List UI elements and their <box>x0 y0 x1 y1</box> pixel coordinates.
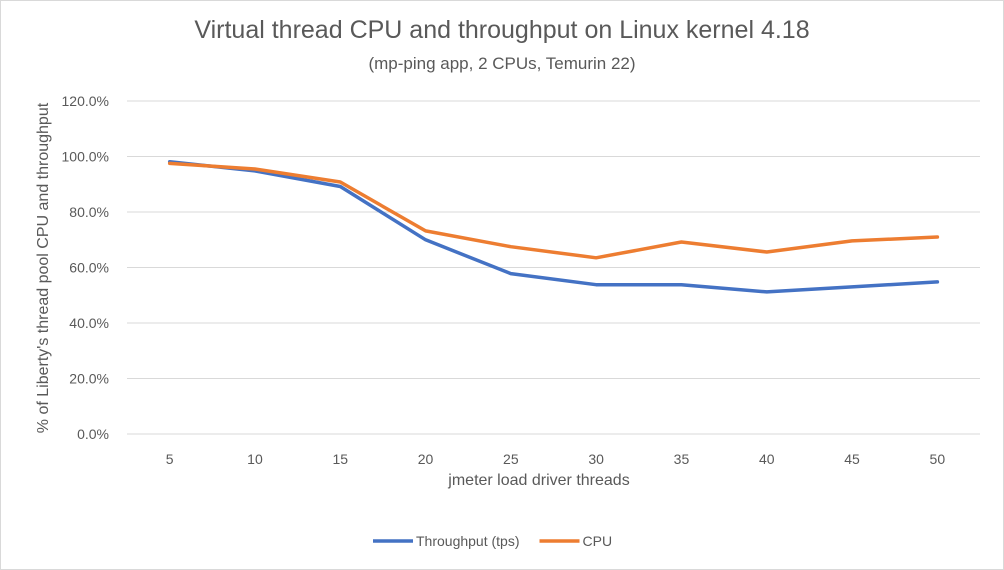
x-axis-title: jmeter load driver threads <box>447 472 629 489</box>
y-tick-label: 0.0% <box>77 426 109 442</box>
x-tick-label: 40 <box>759 451 775 467</box>
x-tick-label: 25 <box>503 451 519 467</box>
x-tick-label: 20 <box>418 451 434 467</box>
series-lines <box>167 160 940 294</box>
legend: Throughput (tps) CPU <box>373 533 612 549</box>
x-tick-label: 35 <box>674 451 690 467</box>
x-tick-label: 15 <box>332 451 348 467</box>
x-axis-ticks: 5 10 15 20 25 30 35 40 45 50 <box>166 451 946 467</box>
x-tick-label: 30 <box>588 451 604 467</box>
legend-label: Throughput (tps) <box>416 533 520 549</box>
y-tick-label: 40.0% <box>69 315 109 331</box>
gridlines <box>127 100 980 435</box>
series-line <box>167 160 940 294</box>
x-tick-label: 5 <box>166 451 174 467</box>
x-tick-label: 50 <box>930 451 946 467</box>
x-tick-label: 10 <box>247 451 263 467</box>
x-tick-label: 45 <box>844 451 860 467</box>
y-tick-label: 120.0% <box>62 93 109 109</box>
y-axis-title: % of Liberty's thread pool CPU and throu… <box>35 102 52 433</box>
y-tick-label: 100.0% <box>62 149 109 165</box>
legend-label: CPU <box>583 533 613 549</box>
chart-subtitle: (mp-ping app, 2 CPUs, Temurin 22) <box>368 54 636 73</box>
y-tick-label: 80.0% <box>69 204 109 220</box>
y-tick-label: 20.0% <box>69 371 109 387</box>
y-tick-label: 60.0% <box>69 260 109 276</box>
series-line <box>167 161 940 260</box>
y-axis-ticks: 0.0% 20.0% 40.0% 60.0% 80.0% 100.0% 120.0% <box>62 93 109 442</box>
chart-title: Virtual thread CPU and throughput on Lin… <box>194 16 810 44</box>
